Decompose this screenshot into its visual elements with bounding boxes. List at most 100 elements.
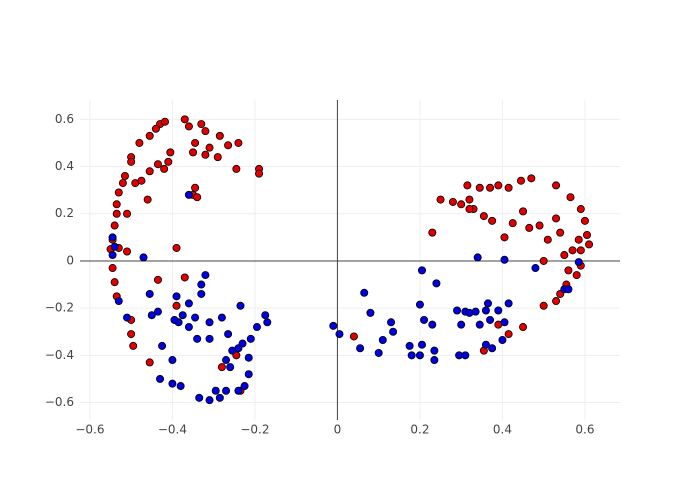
- point: [232, 164, 241, 173]
- point: [224, 330, 233, 339]
- series: [108, 190, 583, 405]
- point: [153, 160, 162, 169]
- point: [197, 120, 206, 129]
- point: [494, 181, 503, 190]
- point: [420, 315, 429, 324]
- point: [432, 279, 441, 288]
- y-tick-label: 0: [66, 253, 74, 267]
- point: [263, 318, 272, 327]
- point: [552, 297, 561, 306]
- point: [201, 127, 210, 136]
- point: [519, 207, 528, 216]
- point: [137, 176, 146, 185]
- point: [158, 341, 167, 350]
- point: [486, 183, 495, 192]
- point: [114, 188, 123, 197]
- point: [139, 253, 148, 262]
- point: [500, 318, 509, 327]
- point: [471, 307, 480, 316]
- point: [580, 216, 589, 225]
- point: [123, 209, 132, 218]
- point: [387, 318, 396, 327]
- point: [153, 307, 162, 316]
- point: [453, 306, 462, 315]
- point: [252, 323, 261, 332]
- point: [156, 374, 165, 383]
- x-tick-label: 0: [334, 423, 342, 437]
- point: [457, 320, 466, 329]
- point: [114, 297, 123, 306]
- point: [255, 169, 264, 178]
- point: [172, 301, 181, 310]
- x-tick-label: 0.2: [410, 423, 429, 437]
- y-tick-label: −0.6: [45, 395, 74, 409]
- point: [240, 382, 249, 391]
- point: [366, 308, 375, 317]
- point: [525, 223, 534, 232]
- point: [224, 141, 233, 150]
- point: [430, 356, 439, 365]
- point: [234, 386, 243, 395]
- point: [539, 301, 548, 310]
- point: [205, 334, 214, 343]
- point: [574, 258, 583, 267]
- point: [504, 299, 513, 308]
- point: [164, 157, 173, 166]
- y-tick-label: −0.2: [45, 301, 74, 315]
- point: [564, 266, 573, 275]
- point: [516, 176, 525, 185]
- point: [201, 150, 210, 159]
- point: [234, 138, 243, 147]
- point: [195, 393, 204, 402]
- point: [500, 233, 509, 242]
- point: [481, 306, 490, 315]
- point: [145, 358, 154, 367]
- point: [108, 264, 117, 273]
- point: [500, 255, 509, 264]
- point: [428, 228, 437, 237]
- point: [479, 212, 488, 221]
- point: [539, 256, 548, 265]
- point: [475, 320, 484, 329]
- point: [504, 330, 513, 339]
- point: [356, 344, 365, 353]
- point: [110, 242, 119, 251]
- point: [180, 115, 189, 124]
- point: [560, 251, 569, 260]
- point: [226, 363, 235, 372]
- point: [574, 235, 583, 244]
- point: [244, 353, 253, 362]
- point: [465, 195, 474, 204]
- point: [189, 148, 198, 157]
- point: [205, 318, 214, 327]
- point: [568, 246, 577, 255]
- point: [205, 143, 214, 152]
- point: [389, 327, 398, 336]
- point: [552, 181, 561, 190]
- point: [127, 330, 136, 339]
- point: [335, 330, 344, 339]
- point: [123, 313, 132, 322]
- point: [463, 181, 472, 190]
- y-tick-label: 0.6: [55, 112, 74, 126]
- point: [488, 344, 497, 353]
- point: [508, 219, 517, 228]
- point: [145, 167, 154, 176]
- point: [191, 313, 200, 322]
- point: [201, 271, 210, 280]
- point: [481, 340, 490, 349]
- point: [582, 230, 591, 239]
- point: [576, 246, 585, 255]
- point: [405, 341, 414, 350]
- point: [246, 334, 255, 343]
- point: [566, 193, 575, 202]
- point: [197, 280, 206, 289]
- point: [461, 351, 470, 360]
- point: [535, 221, 544, 230]
- x-tick-label: 0.6: [575, 423, 594, 437]
- point: [172, 243, 181, 252]
- point: [473, 253, 482, 262]
- point: [143, 195, 152, 204]
- point: [205, 396, 214, 405]
